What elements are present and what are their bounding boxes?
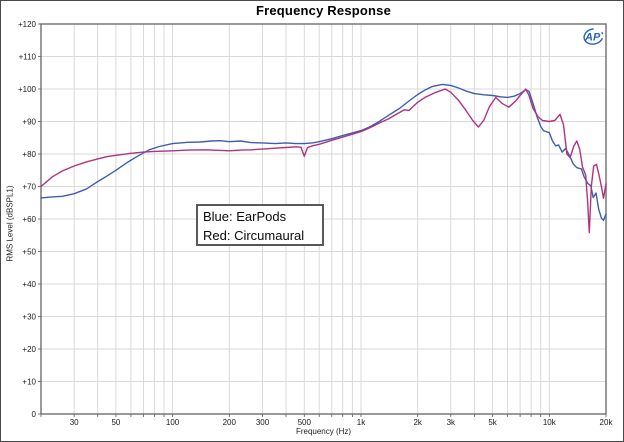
ap-logo-text: AP bbox=[584, 32, 601, 44]
y-tick-label: +90 bbox=[22, 118, 36, 127]
y-tick-label: 0 bbox=[32, 410, 37, 419]
legend-line-red: Red: Circumaural bbox=[203, 228, 305, 243]
series-curve-earpods bbox=[40, 83, 607, 222]
y-tick-label: +70 bbox=[22, 183, 36, 192]
x-tick-label: 2k bbox=[413, 418, 422, 427]
plot-frame bbox=[40, 23, 607, 415]
y-tick-label: +10 bbox=[22, 378, 36, 387]
y-tick-label: +100 bbox=[18, 85, 37, 94]
y-tick-label: +60 bbox=[22, 215, 36, 224]
x-tick-label: 30 bbox=[70, 418, 79, 427]
audio-precision-logo-icon: AP bbox=[583, 28, 604, 45]
y-tick-label: +120 bbox=[18, 20, 37, 29]
legend-line-blue: Blue: EarPods bbox=[203, 209, 287, 224]
x-tick-label: 5k bbox=[488, 418, 497, 427]
x-tick-label: 3k bbox=[447, 418, 456, 427]
legend-box: Blue: EarPods Red: Circumaural bbox=[196, 204, 324, 246]
y-axis-title: RMS Level (dBSPL1) bbox=[5, 185, 15, 262]
y-tick-label: +50 bbox=[22, 248, 36, 257]
x-tick-label: 100 bbox=[166, 418, 180, 427]
x-tick-label: 500 bbox=[298, 418, 312, 427]
y-tick-label: +40 bbox=[22, 280, 36, 289]
series-curve-circumaural bbox=[40, 88, 607, 234]
y-tick-label: +20 bbox=[22, 345, 36, 354]
x-tick-label: 1k bbox=[357, 418, 366, 427]
x-axis-title: Frequency (Hz) bbox=[295, 427, 352, 436]
y-tick-label: +80 bbox=[22, 150, 36, 159]
y-tick-label: +110 bbox=[19, 53, 37, 62]
chart-title: Frequency Response bbox=[255, 3, 392, 18]
x-tick-label: 200 bbox=[223, 418, 237, 427]
x-tick-label: 20k bbox=[600, 418, 614, 427]
x-tick-label: 50 bbox=[111, 418, 120, 427]
x-tick-label: 10k bbox=[543, 418, 557, 427]
x-tick-label: 300 bbox=[256, 418, 270, 427]
y-tick-label: +30 bbox=[22, 313, 36, 322]
